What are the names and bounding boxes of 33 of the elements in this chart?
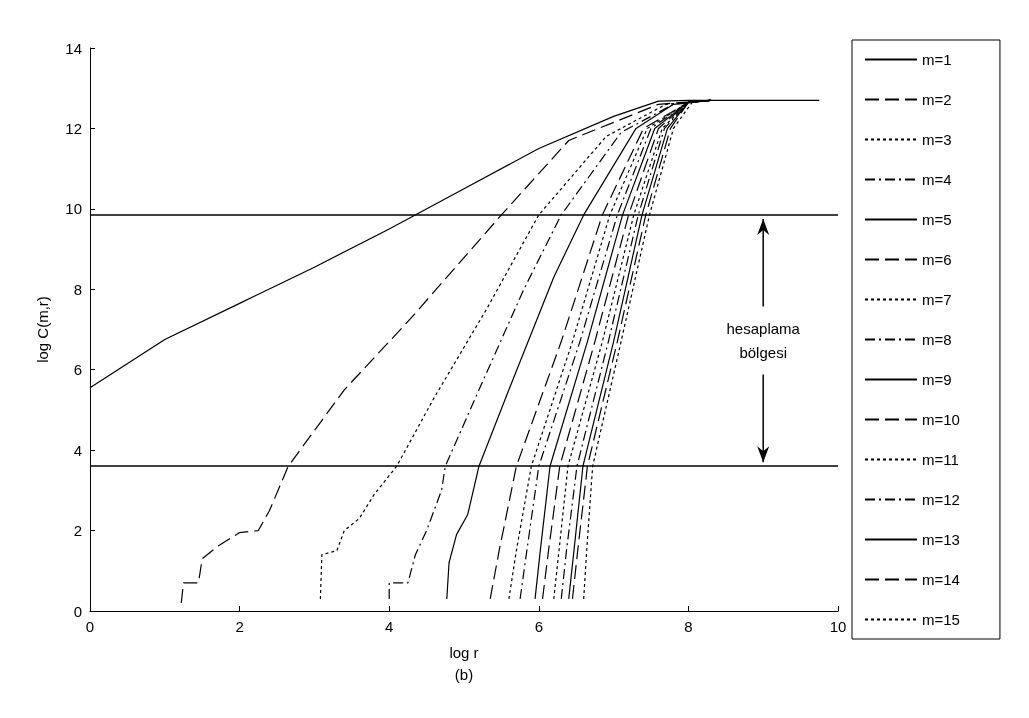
x-tick-label: 10 (829, 618, 847, 635)
x-axis-title: log r (449, 644, 479, 661)
legend-label: m=3 (922, 131, 952, 148)
y-tick-label: 0 (73, 602, 82, 620)
legend-label: m=5 (922, 211, 952, 228)
x-tick-label: 2 (235, 618, 244, 635)
legend-label: m=11 (922, 451, 959, 468)
legend-label: m=6 (922, 251, 952, 268)
y-tick-label: 12 (65, 119, 82, 137)
x-tick-label: 6 (534, 618, 543, 635)
text: (b) (454, 666, 474, 683)
legend-label: m=13 (922, 531, 960, 548)
x-tick-label: 8 (684, 618, 693, 635)
legend-label: m=2 (922, 91, 952, 108)
y-tick-label: 2 (73, 522, 82, 540)
legend-label: m=7 (922, 291, 952, 308)
legend-label: m=4 (922, 171, 952, 188)
y-axis-title: log C(m,r) (34, 296, 51, 363)
y-tick-label: 10 (65, 200, 82, 218)
legend-label: m=8 (922, 331, 952, 348)
x-tick-label: 0 (85, 618, 95, 635)
legend-label: m=14 (922, 571, 960, 588)
x-tick-label: 4 (385, 618, 394, 635)
legend-label: m=10 (922, 411, 960, 428)
y-tick-label: 14 (65, 39, 82, 57)
legend-label: m=12 (922, 491, 960, 508)
legend-label: m=15 (922, 611, 960, 628)
y-tick-label: 6 (73, 361, 82, 379)
annotation: hesaplama bölgesi (726, 320, 801, 362)
legend-label: m=1 (922, 51, 952, 68)
legend-label: m=9 (922, 371, 952, 388)
y-tick-label: 4 (73, 441, 82, 459)
y-tick-label: 8 (73, 280, 82, 298)
